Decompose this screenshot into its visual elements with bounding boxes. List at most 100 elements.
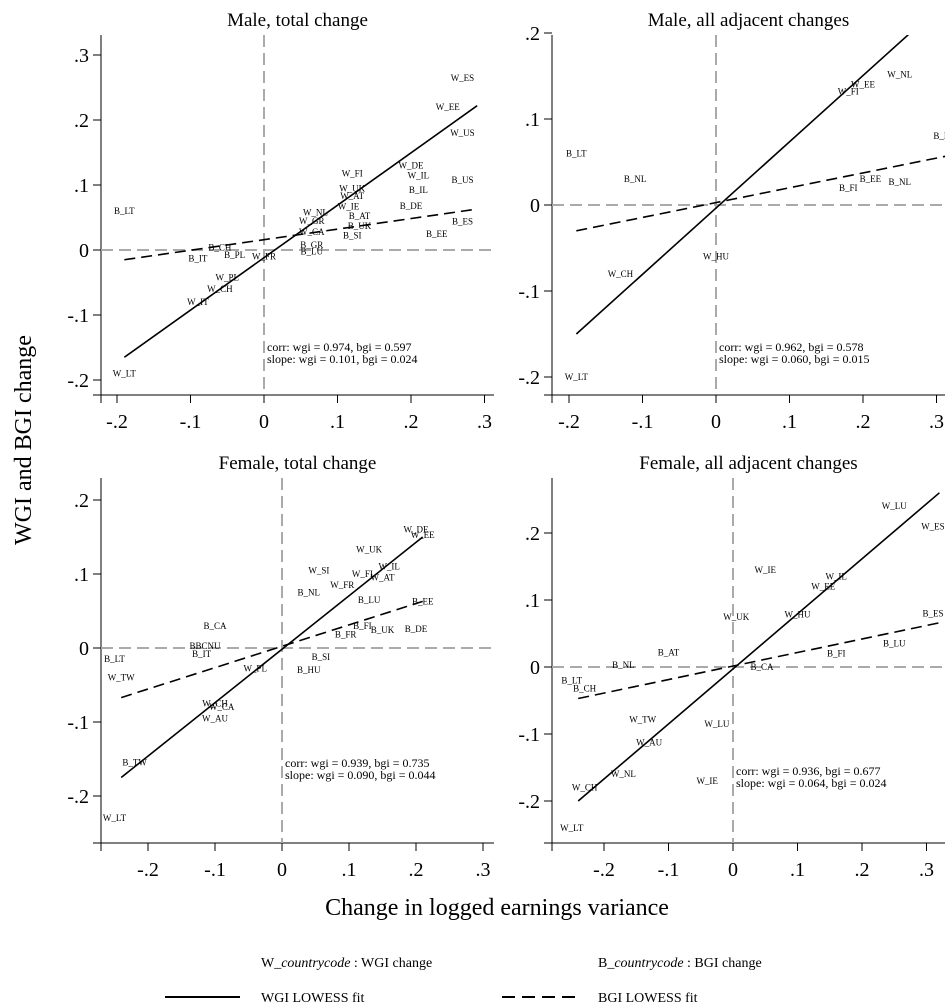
point-label: W_EE [436, 102, 460, 112]
slope-stat: slope: wgi = 0.060, bgi = 0.015 [719, 352, 870, 366]
x-tick-label: -.2 [137, 859, 159, 881]
point-label: W_AT [371, 573, 395, 583]
y-tick-label: .1 [74, 564, 89, 586]
point-label: B_FR [335, 630, 357, 640]
point-label: W_GR [299, 216, 325, 226]
point-label: W_CH [202, 699, 228, 709]
x-tick-label: -.2 [593, 859, 615, 881]
y-tick-label: .2 [525, 23, 540, 45]
wgi-lowess-fit-line [575, 35, 910, 335]
panel-title: Male, total change [227, 10, 368, 31]
legend-wgi-key: W_countrycode : WGI change [261, 956, 432, 971]
point-label: W_EE [851, 80, 875, 90]
point-label: B_SI [312, 652, 331, 662]
point-label: W_IL [825, 572, 847, 582]
point-label: B_CA [751, 662, 775, 672]
point-label: W_IT [187, 297, 209, 307]
panel-plot-area: W_DEW_EE W_UK W_IL W_SI W_FIW_AT W_FR B_NL B_LU… [101, 478, 494, 843]
point-label: B_EE [426, 229, 448, 239]
point-label: B_AT [349, 211, 371, 221]
x-tick-label: -.1 [632, 411, 654, 433]
point-label: B_IL [409, 185, 428, 195]
panel-plot-area: W_ES W_NL W_EEW_FI B_ES B_EE B_NL B_FI B_LT B_NL… [552, 35, 945, 395]
correlation-stat: corr: wgi = 0.936, bgi = 0.677 [736, 764, 881, 778]
x-tick-label: .3 [919, 859, 934, 881]
point-label: W_ES [921, 521, 945, 531]
point-label: W_IL [408, 170, 430, 180]
x-tick-label: .1 [330, 411, 345, 433]
point-label: W_CA [299, 227, 325, 237]
point-label: W_AU [202, 713, 228, 723]
point-label: B_IT [192, 649, 212, 659]
panel-4: Female, all adjacent changes -.2 -.1 0 .1 .2 -… [518, 453, 945, 881]
panel-plot-area: W_LU W_ES W_IE W_EEW_IL W_HU W_UK B_ES B_LU B_FI… [552, 478, 945, 843]
panel-2: Male, all adjacent changes -.2 -.1 0 .1 .2 -.2… [518, 10, 945, 433]
point-label: B_DE [400, 201, 423, 211]
point-label: W_LU [704, 719, 729, 729]
x-tick-label: -.2 [106, 411, 128, 433]
y-axis-title: WGI and BGI change [11, 335, 37, 545]
x-tick-label: .2 [855, 859, 870, 881]
x-tick-label: .1 [782, 411, 797, 433]
point-label: B_FI [839, 183, 858, 193]
point-label: W_DE [404, 525, 429, 535]
point-label: W_DE [399, 161, 424, 171]
point-label: B_NL [624, 174, 647, 184]
point-label: W_LT [565, 372, 589, 382]
point-label: W_TW [629, 714, 656, 724]
point-label: B_US [451, 175, 473, 185]
point-label: W_FR [330, 580, 354, 590]
y-tick-label: 0 [79, 240, 89, 262]
point-label: W_FR [252, 252, 276, 262]
point-label: W_IE [338, 201, 360, 211]
point-label: W_SI [308, 565, 329, 575]
x-tick-label: .2 [409, 859, 424, 881]
point-label: W_AU [636, 738, 662, 748]
point-label: W_IE [755, 565, 777, 575]
point-label: B_LT [566, 148, 587, 158]
point-label: W_CA [209, 702, 235, 712]
x-tick-label: -.1 [204, 859, 226, 881]
y-tick-label: .2 [525, 523, 540, 545]
point-label: W_EE [411, 530, 435, 540]
y-tick-label: .1 [525, 590, 540, 612]
point-label: B_NL [612, 660, 635, 670]
point-label: B_LU [301, 246, 324, 256]
point-label: W_UK [723, 612, 749, 622]
point-label: W_NL [303, 207, 328, 217]
panel-1: Male, total change -.2 -.1 0 .1 .2 .3 -.2 -.1 0 .1… [67, 10, 494, 433]
point-label: B_ES [452, 216, 473, 226]
panel-title: Female, total change [219, 453, 377, 474]
point-label: B_EE [860, 174, 882, 184]
bgi-lowess-fit-line [578, 621, 940, 700]
point-label: W_LT [103, 813, 127, 823]
x-tick-label: .1 [342, 859, 357, 881]
slope-stat: slope: wgi = 0.064, bgi = 0.024 [736, 776, 887, 790]
wgi-lowess-fit-line [123, 105, 478, 358]
point-label: B_PL [224, 250, 245, 260]
x-tick-label: 0 [728, 859, 738, 881]
point-label: B_LT [114, 206, 135, 216]
legend-wgi-key-prefix: W_ [261, 956, 282, 971]
legend-wgi-key-suffix: : WGI change [350, 956, 432, 971]
point-label: W_HU [703, 252, 729, 262]
point-label: B_FI [353, 621, 372, 631]
legend-bgi-fit-label: BGI LOWESS fit [598, 991, 698, 1006]
legend-bgi-key-prefix: B_ [598, 956, 615, 971]
x-tick-label: .3 [477, 411, 492, 433]
point-label: B_CH [573, 683, 597, 693]
y-tick-label: -.2 [67, 786, 89, 808]
point-label: W_EE [811, 582, 835, 592]
point-label: W_UK [356, 545, 382, 555]
point-label: W_PL [243, 664, 267, 674]
bgi-lowess-fit-line [120, 600, 423, 699]
point-label: W_LU [882, 501, 907, 511]
point-label: B_AT [658, 647, 680, 657]
point-label: W_CH [572, 783, 598, 793]
y-tick-label: .1 [74, 175, 89, 197]
point-label: B_LT [104, 654, 125, 664]
correlation-stat: corr: wgi = 0.939, bgi = 0.735 [285, 756, 430, 770]
point-label: W_TW [108, 673, 135, 683]
bgi-lowess-fit-line [576, 155, 945, 232]
